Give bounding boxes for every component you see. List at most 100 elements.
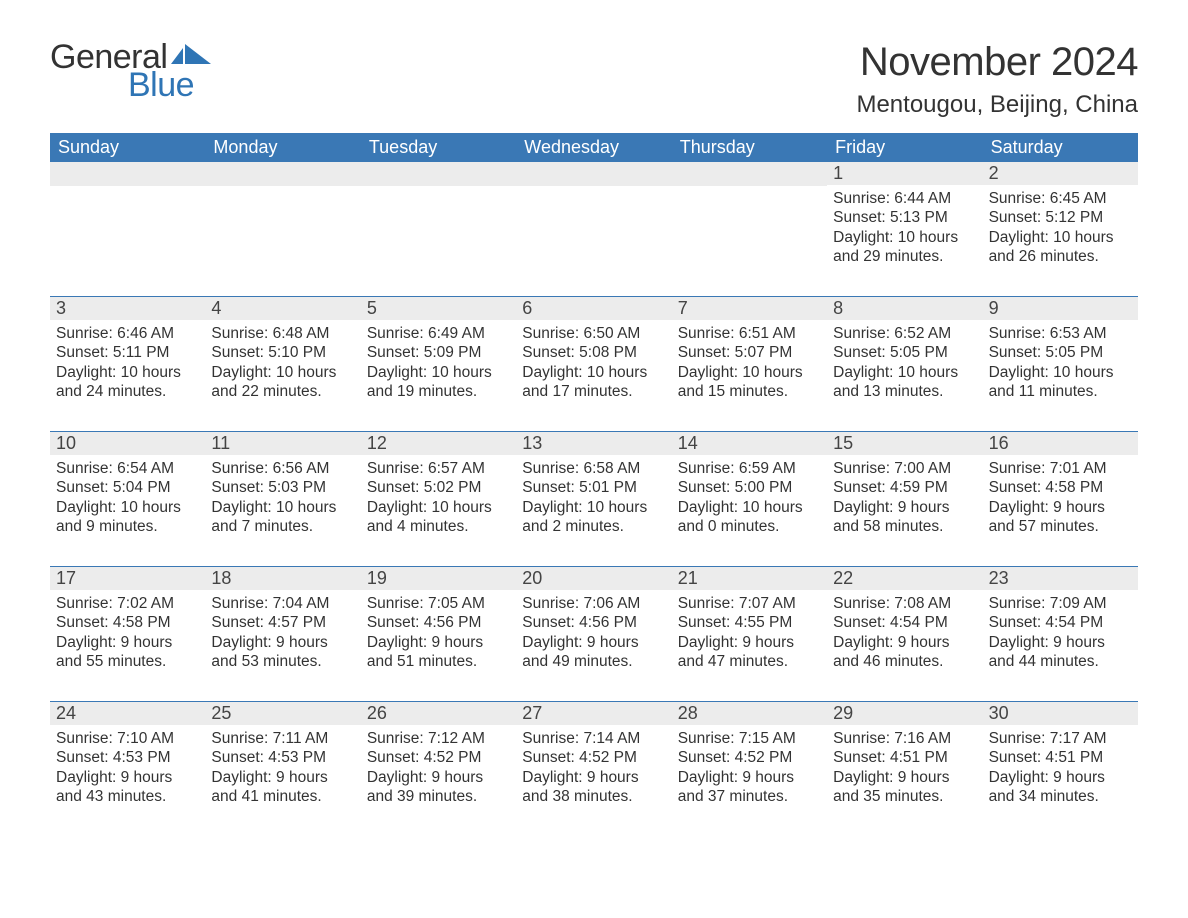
day-cell: 22Sunrise: 7:08 AMSunset: 4:54 PMDayligh… bbox=[827, 567, 982, 677]
day-cell: 25Sunrise: 7:11 AMSunset: 4:53 PMDayligh… bbox=[205, 702, 360, 812]
empty-day-bar bbox=[672, 162, 827, 186]
day-number: 19 bbox=[361, 567, 516, 590]
day-cell: 12Sunrise: 6:57 AMSunset: 5:02 PMDayligh… bbox=[361, 432, 516, 542]
day-details: Sunrise: 6:50 AMSunset: 5:08 PMDaylight:… bbox=[516, 320, 671, 402]
day-cell: 7Sunrise: 6:51 AMSunset: 5:07 PMDaylight… bbox=[672, 297, 827, 407]
empty-day-bar bbox=[361, 162, 516, 186]
day-number: 13 bbox=[516, 432, 671, 455]
day-cell bbox=[516, 162, 671, 272]
day-number: 27 bbox=[516, 702, 671, 725]
day-number: 26 bbox=[361, 702, 516, 725]
weekday-header: Friday bbox=[827, 133, 982, 162]
logo: General Blue bbox=[50, 40, 211, 102]
week-row: 24Sunrise: 7:10 AMSunset: 4:53 PMDayligh… bbox=[50, 701, 1138, 812]
day-cell: 15Sunrise: 7:00 AMSunset: 4:59 PMDayligh… bbox=[827, 432, 982, 542]
day-number: 29 bbox=[827, 702, 982, 725]
day-number: 5 bbox=[361, 297, 516, 320]
empty-day-bar bbox=[516, 162, 671, 186]
day-number: 17 bbox=[50, 567, 205, 590]
day-number: 15 bbox=[827, 432, 982, 455]
day-cell: 2Sunrise: 6:45 AMSunset: 5:12 PMDaylight… bbox=[983, 162, 1138, 272]
day-details: Sunrise: 6:56 AMSunset: 5:03 PMDaylight:… bbox=[205, 455, 360, 537]
day-cell: 20Sunrise: 7:06 AMSunset: 4:56 PMDayligh… bbox=[516, 567, 671, 677]
day-number: 30 bbox=[983, 702, 1138, 725]
day-number: 7 bbox=[672, 297, 827, 320]
day-cell: 21Sunrise: 7:07 AMSunset: 4:55 PMDayligh… bbox=[672, 567, 827, 677]
day-details: Sunrise: 7:17 AMSunset: 4:51 PMDaylight:… bbox=[983, 725, 1138, 807]
day-number: 14 bbox=[672, 432, 827, 455]
day-details: Sunrise: 7:04 AMSunset: 4:57 PMDaylight:… bbox=[205, 590, 360, 672]
calendar-table: SundayMondayTuesdayWednesdayThursdayFrid… bbox=[50, 133, 1138, 812]
day-cell: 3Sunrise: 6:46 AMSunset: 5:11 PMDaylight… bbox=[50, 297, 205, 407]
day-details: Sunrise: 7:06 AMSunset: 4:56 PMDaylight:… bbox=[516, 590, 671, 672]
day-details: Sunrise: 7:16 AMSunset: 4:51 PMDaylight:… bbox=[827, 725, 982, 807]
weekday-header: Tuesday bbox=[361, 133, 516, 162]
day-details: Sunrise: 6:53 AMSunset: 5:05 PMDaylight:… bbox=[983, 320, 1138, 402]
day-cell: 17Sunrise: 7:02 AMSunset: 4:58 PMDayligh… bbox=[50, 567, 205, 677]
day-details: Sunrise: 6:48 AMSunset: 5:10 PMDaylight:… bbox=[205, 320, 360, 402]
day-details: Sunrise: 6:59 AMSunset: 5:00 PMDaylight:… bbox=[672, 455, 827, 537]
day-number: 25 bbox=[205, 702, 360, 725]
day-details: Sunrise: 6:46 AMSunset: 5:11 PMDaylight:… bbox=[50, 320, 205, 402]
month-title: November 2024 bbox=[856, 40, 1138, 85]
day-number: 3 bbox=[50, 297, 205, 320]
flag-icon bbox=[171, 42, 211, 68]
day-number: 20 bbox=[516, 567, 671, 590]
day-cell: 11Sunrise: 6:56 AMSunset: 5:03 PMDayligh… bbox=[205, 432, 360, 542]
day-details: Sunrise: 6:58 AMSunset: 5:01 PMDaylight:… bbox=[516, 455, 671, 537]
day-number: 16 bbox=[983, 432, 1138, 455]
day-cell: 24Sunrise: 7:10 AMSunset: 4:53 PMDayligh… bbox=[50, 702, 205, 812]
day-number: 6 bbox=[516, 297, 671, 320]
location-subtitle: Mentougou, Beijing, China bbox=[856, 91, 1138, 119]
day-cell bbox=[672, 162, 827, 272]
day-cell: 10Sunrise: 6:54 AMSunset: 5:04 PMDayligh… bbox=[50, 432, 205, 542]
day-details: Sunrise: 6:51 AMSunset: 5:07 PMDaylight:… bbox=[672, 320, 827, 402]
day-details: Sunrise: 7:11 AMSunset: 4:53 PMDaylight:… bbox=[205, 725, 360, 807]
day-cell: 28Sunrise: 7:15 AMSunset: 4:52 PMDayligh… bbox=[672, 702, 827, 812]
day-cell: 4Sunrise: 6:48 AMSunset: 5:10 PMDaylight… bbox=[205, 297, 360, 407]
day-cell: 1Sunrise: 6:44 AMSunset: 5:13 PMDaylight… bbox=[827, 162, 982, 272]
day-number: 21 bbox=[672, 567, 827, 590]
day-details: Sunrise: 7:10 AMSunset: 4:53 PMDaylight:… bbox=[50, 725, 205, 807]
day-cell: 9Sunrise: 6:53 AMSunset: 5:05 PMDaylight… bbox=[983, 297, 1138, 407]
empty-day-bar bbox=[205, 162, 360, 186]
empty-day-bar bbox=[50, 162, 205, 186]
week-row: 10Sunrise: 6:54 AMSunset: 5:04 PMDayligh… bbox=[50, 431, 1138, 542]
day-details: Sunrise: 7:15 AMSunset: 4:52 PMDaylight:… bbox=[672, 725, 827, 807]
weekday-header: Wednesday bbox=[516, 133, 671, 162]
weekday-header: Monday bbox=[205, 133, 360, 162]
day-number: 10 bbox=[50, 432, 205, 455]
day-number: 24 bbox=[50, 702, 205, 725]
weekday-header: Sunday bbox=[50, 133, 205, 162]
day-details: Sunrise: 7:07 AMSunset: 4:55 PMDaylight:… bbox=[672, 590, 827, 672]
day-details: Sunrise: 7:01 AMSunset: 4:58 PMDaylight:… bbox=[983, 455, 1138, 537]
day-cell: 29Sunrise: 7:16 AMSunset: 4:51 PMDayligh… bbox=[827, 702, 982, 812]
weekday-header-row: SundayMondayTuesdayWednesdayThursdayFrid… bbox=[50, 133, 1138, 162]
day-details: Sunrise: 6:49 AMSunset: 5:09 PMDaylight:… bbox=[361, 320, 516, 402]
day-number: 9 bbox=[983, 297, 1138, 320]
day-cell: 27Sunrise: 7:14 AMSunset: 4:52 PMDayligh… bbox=[516, 702, 671, 812]
day-details: Sunrise: 6:52 AMSunset: 5:05 PMDaylight:… bbox=[827, 320, 982, 402]
day-details: Sunrise: 7:09 AMSunset: 4:54 PMDaylight:… bbox=[983, 590, 1138, 672]
week-row: 1Sunrise: 6:44 AMSunset: 5:13 PMDaylight… bbox=[50, 162, 1138, 272]
day-number: 12 bbox=[361, 432, 516, 455]
day-number: 22 bbox=[827, 567, 982, 590]
day-number: 23 bbox=[983, 567, 1138, 590]
day-cell bbox=[50, 162, 205, 272]
day-cell: 19Sunrise: 7:05 AMSunset: 4:56 PMDayligh… bbox=[361, 567, 516, 677]
day-cell: 14Sunrise: 6:59 AMSunset: 5:00 PMDayligh… bbox=[672, 432, 827, 542]
day-details: Sunrise: 6:54 AMSunset: 5:04 PMDaylight:… bbox=[50, 455, 205, 537]
weekday-header: Saturday bbox=[983, 133, 1138, 162]
day-cell: 5Sunrise: 6:49 AMSunset: 5:09 PMDaylight… bbox=[361, 297, 516, 407]
day-cell: 30Sunrise: 7:17 AMSunset: 4:51 PMDayligh… bbox=[983, 702, 1138, 812]
logo-text-blue: Blue bbox=[128, 68, 211, 102]
day-number: 1 bbox=[827, 162, 982, 185]
day-cell: 6Sunrise: 6:50 AMSunset: 5:08 PMDaylight… bbox=[516, 297, 671, 407]
day-cell bbox=[205, 162, 360, 272]
day-number: 4 bbox=[205, 297, 360, 320]
day-cell: 18Sunrise: 7:04 AMSunset: 4:57 PMDayligh… bbox=[205, 567, 360, 677]
day-number: 18 bbox=[205, 567, 360, 590]
day-cell: 26Sunrise: 7:12 AMSunset: 4:52 PMDayligh… bbox=[361, 702, 516, 812]
weekday-header: Thursday bbox=[672, 133, 827, 162]
day-cell bbox=[361, 162, 516, 272]
